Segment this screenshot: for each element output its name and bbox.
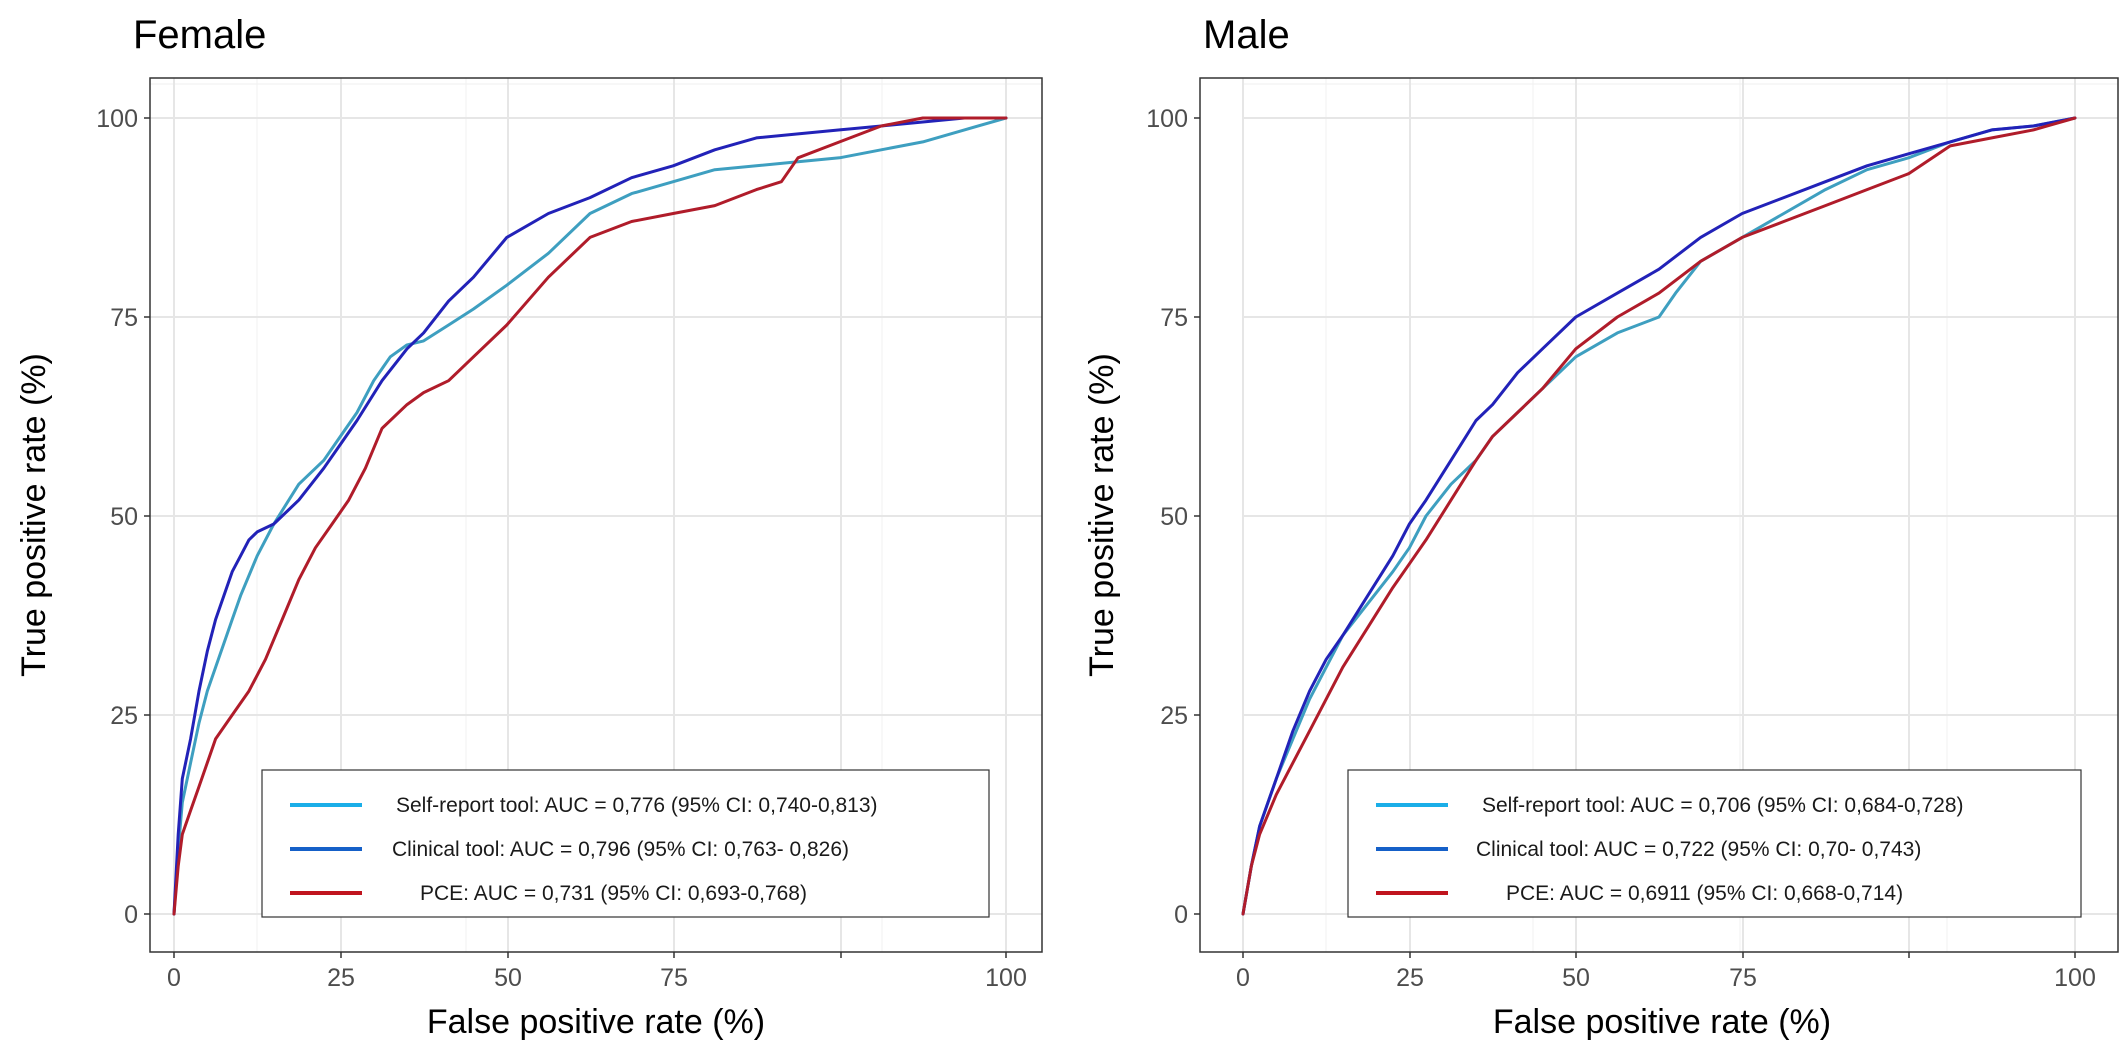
y-tick-label: 0: [1174, 901, 1188, 929]
panel-title-male: Male: [1203, 13, 1290, 57]
x-tick-label: 75: [660, 964, 688, 992]
roc-curves-female: [172, 116, 1008, 916]
y-tick-label: 75: [1160, 304, 1188, 332]
legend-box: [1347, 769, 2082, 918]
legend-female: Self-report tool: AUC = 0,776 (95% CI: 0…: [261, 769, 990, 918]
panel-male: Male 100: [1083, 13, 2119, 1041]
x-tick-label: 50: [1562, 964, 1590, 992]
roc-curve-clinical: [1241, 116, 2077, 916]
x-tick-label: 0: [167, 964, 181, 992]
legend-male: Self-report tool: AUC = 0,706 (95% CI: 0…: [1347, 769, 2082, 918]
x-tick-label: 75: [1729, 964, 1757, 992]
legend-box: [261, 769, 990, 918]
roc-curve-pce: [1241, 116, 2077, 916]
legend-label-pce: PCE: AUC = 0,6911 (95% CI: 0,668-0,714): [1506, 882, 1903, 905]
y-axis-title-female: True positive rate (%): [15, 353, 53, 677]
x-axis-male: 0 25 50 75 100: [1236, 952, 2096, 992]
x-axis-title-female: False positive rate (%): [427, 1003, 765, 1041]
x-axis-title-male: False positive rate (%): [1493, 1003, 1831, 1041]
roc-curve-clinical: [172, 116, 1008, 916]
legend-label-self-report: Self-report tool: AUC = 0,776 (95% CI: 0…: [396, 794, 878, 817]
legend-label-pce: PCE: AUC = 0,731 (95% CI: 0,693-0,768): [420, 882, 807, 905]
panel-title-female: Female: [133, 13, 266, 57]
panel-female: Female: [15, 13, 1043, 1041]
legend-label-clinical: Clinical tool: AUC = 0,796 (95% CI: 0,76…: [392, 838, 849, 861]
y-axis-title-male: True positive rate (%): [1083, 353, 1121, 677]
x-tick-label: 0: [1236, 964, 1250, 992]
legend-label-self-report: Self-report tool: AUC = 0,706 (95% CI: 0…: [1482, 794, 1964, 817]
y-axis-female: 100 75 50 25 0: [96, 105, 150, 929]
y-tick-label: 100: [96, 105, 138, 133]
plot-border-female: [149, 77, 1043, 953]
roc-curve-self-report: [172, 116, 1008, 916]
y-tick-label: 100: [1146, 105, 1188, 133]
plot-border-male: [1199, 77, 2119, 953]
roc-curve-pce: [172, 116, 1008, 916]
y-tick-label: 25: [110, 702, 138, 730]
legend-label-clinical: Clinical tool: AUC = 0,722 (95% CI: 0,70…: [1476, 838, 1921, 861]
x-tick-label: 100: [2054, 964, 2096, 992]
y-tick-label: 50: [1160, 503, 1188, 531]
x-tick-label: 25: [327, 964, 355, 992]
y-axis-male: 100 75 50 25 0: [1146, 105, 1200, 929]
x-tick-label: 25: [1396, 964, 1424, 992]
x-axis-female: 0 25 50 75 100: [167, 952, 1027, 992]
x-tick-label: 50: [494, 964, 522, 992]
y-tick-label: 0: [124, 901, 138, 929]
x-tick-label: 100: [985, 964, 1027, 992]
y-tick-label: 50: [110, 503, 138, 531]
y-tick-label: 75: [110, 304, 138, 332]
roc-curves-male: [1241, 116, 2077, 916]
y-tick-label: 25: [1160, 702, 1188, 730]
